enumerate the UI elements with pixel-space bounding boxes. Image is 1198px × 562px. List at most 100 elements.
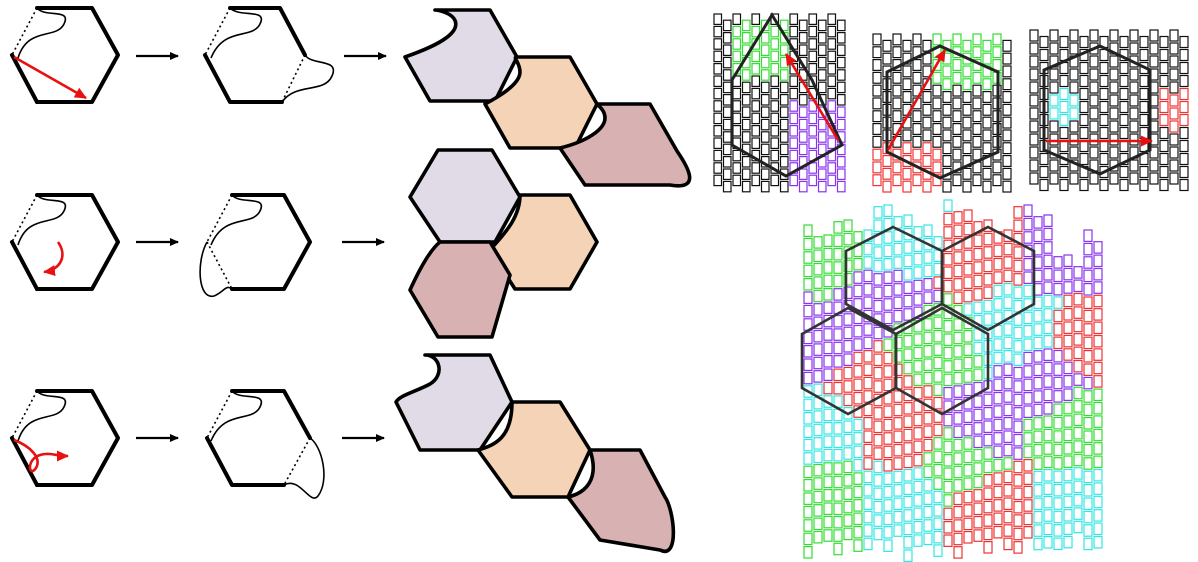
mosaic-brick	[823, 381, 833, 395]
mosaic-brick	[983, 286, 993, 299]
mosaic-brick	[1073, 413, 1083, 427]
brick-cell	[1129, 29, 1139, 42]
brick-cell	[1139, 178, 1149, 192]
brick-cell	[982, 116, 992, 129]
brick-cell	[760, 81, 770, 94]
mosaic-brick	[863, 363, 873, 376]
brick-cell	[713, 100, 723, 112]
mosaic-brick	[873, 420, 883, 434]
mosaic-brick	[963, 437, 973, 450]
brick-cell	[722, 93, 732, 106]
brick-cell	[982, 103, 992, 116]
mosaic-brick	[843, 353, 853, 366]
mosaic-brick	[993, 338, 1003, 351]
mosaic-brick	[873, 527, 883, 541]
mosaic-brick	[863, 537, 873, 551]
brick-cell	[1179, 100, 1189, 114]
mosaic-brick	[1033, 216, 1043, 229]
mosaic-brick	[1043, 522, 1053, 536]
brick-cell	[1049, 133, 1059, 146]
brick-cell	[1169, 29, 1179, 42]
mosaic-brick	[913, 266, 923, 279]
brick-cell	[982, 167, 992, 180]
mosaic-brick	[933, 316, 943, 330]
brick-cell	[1169, 81, 1179, 94]
mosaic-brick	[943, 494, 953, 507]
brick-cell	[1099, 74, 1109, 88]
mosaic-brick	[1053, 483, 1063, 497]
mosaic-brick	[843, 232, 853, 246]
mosaic-brick	[803, 519, 813, 532]
brick-cell	[798, 143, 808, 156]
mosaic-brick	[1023, 365, 1033, 378]
mosaic-brick	[843, 420, 853, 433]
brick-cell	[751, 137, 761, 149]
brick-cell	[962, 142, 972, 155]
mosaic-brick	[1073, 426, 1083, 440]
brick-cell	[912, 148, 922, 161]
mosaic-brick	[1083, 350, 1093, 363]
mosaic-brick	[823, 274, 833, 288]
brick-cell	[1079, 100, 1089, 114]
brick-cell	[798, 180, 808, 193]
mosaic-brick	[1023, 499, 1033, 512]
mosaic-brick	[913, 480, 923, 494]
mosaic-brick	[1073, 507, 1083, 520]
brick-cell	[732, 112, 742, 125]
mosaic-brick	[1093, 375, 1103, 388]
mosaic-brick	[1093, 334, 1103, 348]
brick-cell	[798, 131, 808, 143]
brick-cell	[713, 124, 723, 137]
mosaic-brick	[953, 385, 963, 398]
brick-cell	[912, 122, 922, 135]
mosaic-brick	[933, 383, 943, 397]
mosaic-brick	[1083, 403, 1093, 417]
brick-cell	[1159, 100, 1169, 114]
mosaic-brick	[923, 438, 933, 452]
brick-cell	[732, 50, 742, 63]
brick-cell	[972, 148, 982, 161]
brick-cell	[722, 56, 732, 69]
brick-cell	[1089, 172, 1099, 185]
brick-cell	[836, 19, 846, 32]
mosaic-brick	[873, 487, 883, 501]
hexagon-stage-1	[10, 6, 120, 104]
brick-cell	[1139, 126, 1149, 140]
mosaic-brick	[953, 546, 963, 559]
brick-cell	[779, 19, 789, 32]
mosaic-brick	[833, 368, 843, 382]
mosaic-brick	[1003, 524, 1013, 537]
brick-cell	[902, 180, 912, 193]
mosaic-brick	[1093, 522, 1103, 536]
brick-cell	[827, 13, 837, 25]
mosaic-brick	[843, 500, 853, 514]
brick-cell	[817, 81, 827, 94]
mosaic-brick	[953, 519, 963, 532]
mosaic-brick	[923, 412, 933, 425]
brick-cell	[892, 174, 902, 187]
mosaic-brick	[983, 393, 993, 407]
mosaic-brick	[893, 256, 903, 269]
mosaic-brick	[983, 273, 993, 286]
brick-cell	[932, 110, 942, 123]
brick-cell	[1049, 29, 1059, 42]
mosaic-brick	[953, 479, 963, 492]
brick-cell	[713, 50, 723, 63]
mosaic-brick	[1043, 482, 1053, 495]
brick-cell	[892, 97, 902, 110]
mosaic-brick	[813, 504, 823, 517]
mosaic-brick	[943, 373, 953, 387]
mosaic-brick	[1083, 256, 1093, 269]
mosaic-brick	[1083, 417, 1093, 430]
mosaic-brick	[983, 527, 993, 541]
mosaic-brick	[883, 244, 893, 258]
mosaic-brick	[853, 231, 863, 244]
brick-cell	[972, 174, 982, 187]
brick-cell	[1069, 107, 1079, 120]
brick-cell	[1169, 107, 1179, 120]
mosaic-brick	[913, 534, 923, 547]
mosaic-brick	[813, 437, 823, 450]
brick-cell	[760, 93, 770, 106]
mosaic-brick	[1033, 470, 1043, 484]
